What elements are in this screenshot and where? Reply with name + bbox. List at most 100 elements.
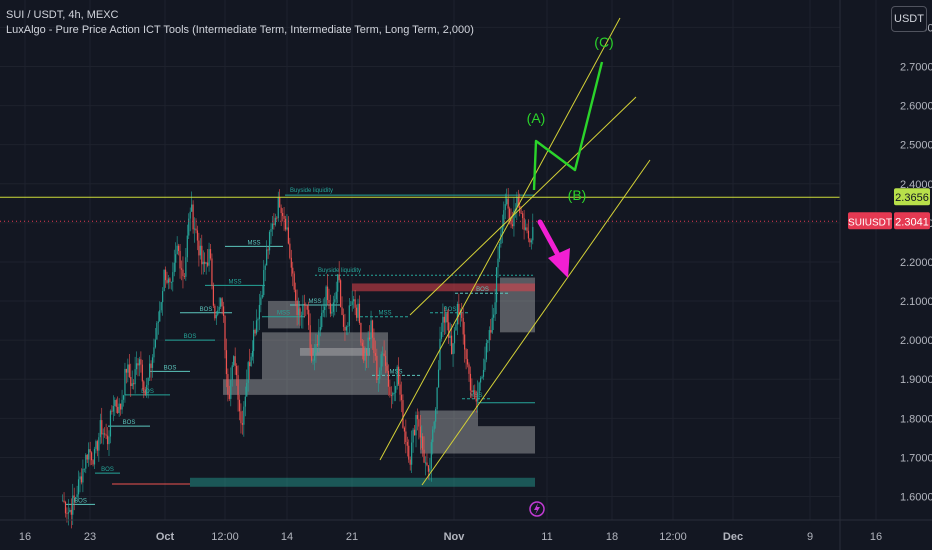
candle-body <box>503 210 505 227</box>
candle-body <box>82 468 84 483</box>
candle-body <box>89 449 91 453</box>
candle-body <box>238 399 241 412</box>
candle-body <box>312 360 314 362</box>
candle-body <box>335 291 337 300</box>
structure-label: BOS <box>444 307 457 313</box>
candle-body <box>524 227 527 230</box>
candle-body <box>293 273 295 290</box>
candle-body <box>422 436 424 450</box>
structure-label: MSS <box>228 279 241 285</box>
lightning-icon <box>534 503 540 515</box>
wave-path <box>532 61 604 191</box>
projection-arrow <box>537 219 561 258</box>
candle-body <box>435 409 437 422</box>
candle-body <box>121 399 123 410</box>
candle-body <box>188 218 190 236</box>
candle-body <box>62 500 64 502</box>
candle-body <box>96 441 98 451</box>
candle-body <box>99 420 101 438</box>
candle-body <box>427 465 429 472</box>
candle-body <box>124 368 126 396</box>
candle-body <box>516 196 518 209</box>
candle-body <box>230 379 232 399</box>
candle-body <box>246 382 248 397</box>
y-tick-label: 1.7000 <box>900 452 932 464</box>
structure-label: BOS <box>200 307 213 313</box>
candle-body <box>532 226 534 241</box>
candle-body <box>164 269 167 281</box>
x-tick-label: Dec <box>723 531 743 543</box>
candle-body <box>243 406 245 425</box>
imbalance-zone <box>478 426 535 454</box>
candle-body <box>370 320 372 340</box>
candle-body <box>494 302 496 315</box>
candle-body <box>77 479 80 495</box>
candle-body <box>130 376 132 387</box>
currency-button[interactable]: USDT <box>891 6 927 32</box>
candle-body <box>92 460 94 465</box>
candles <box>62 188 534 529</box>
candle-body <box>127 364 129 373</box>
x-tick-label: 11 <box>541 531 552 543</box>
candle-body <box>462 317 464 335</box>
x-tick-label: Oct <box>156 531 175 543</box>
candle-body <box>402 400 404 428</box>
indicator-overlay: BOS BOS BOS BOS BOS BOS BOS MSS MSS MSS MSS MSS MSS B… <box>66 188 535 505</box>
y-tick-label: 1.6000 <box>900 492 932 504</box>
candle-body <box>179 250 181 269</box>
imbalance-zone <box>268 301 300 329</box>
candle-body <box>205 262 207 264</box>
candle-body <box>114 400 116 406</box>
candle-body <box>418 419 420 427</box>
candle-body <box>319 327 321 331</box>
candle-body <box>217 310 219 315</box>
candle-body <box>395 386 397 393</box>
candle-body <box>495 267 498 303</box>
candle-body <box>353 299 355 302</box>
candle-body <box>436 387 438 410</box>
candle-body <box>510 219 512 225</box>
candle-body <box>366 353 368 355</box>
candle-body <box>220 298 222 307</box>
candle-body <box>497 258 499 268</box>
candle-body <box>260 297 262 305</box>
candle-body <box>296 300 298 315</box>
candle-body <box>240 411 242 424</box>
candle-body <box>169 278 171 282</box>
candle-body <box>471 390 473 393</box>
candle-body <box>195 228 197 231</box>
candle-body <box>156 322 158 340</box>
candle-body <box>513 210 515 227</box>
candle-body <box>377 378 379 380</box>
candle-body <box>530 240 532 243</box>
candle-body <box>147 377 149 385</box>
candle-body <box>389 386 391 396</box>
structure-label: MSS <box>308 299 321 305</box>
candle-body <box>325 286 327 307</box>
candle-body <box>227 374 229 395</box>
candle-body <box>247 362 249 383</box>
candle-body <box>400 394 403 401</box>
candle-body <box>490 330 492 333</box>
candle-body <box>432 429 434 443</box>
candle-body <box>267 249 269 251</box>
candle-body <box>491 317 493 333</box>
candle-body <box>424 462 427 464</box>
candle-body <box>455 324 457 331</box>
candle-body <box>244 396 246 407</box>
candle-body <box>125 368 127 373</box>
x-tick-label: Nov <box>444 531 466 543</box>
candle-body <box>527 230 530 239</box>
liquidity-label: Buyside liquidity <box>290 188 333 194</box>
candle-body <box>493 314 495 318</box>
candle-body <box>261 295 263 298</box>
candle-body <box>311 348 313 361</box>
imbalance-zone <box>223 379 262 395</box>
candle-body <box>70 509 72 515</box>
candle-body <box>134 369 136 385</box>
candle-body <box>76 494 78 498</box>
candle-body <box>286 227 288 230</box>
candle-body <box>163 269 165 292</box>
